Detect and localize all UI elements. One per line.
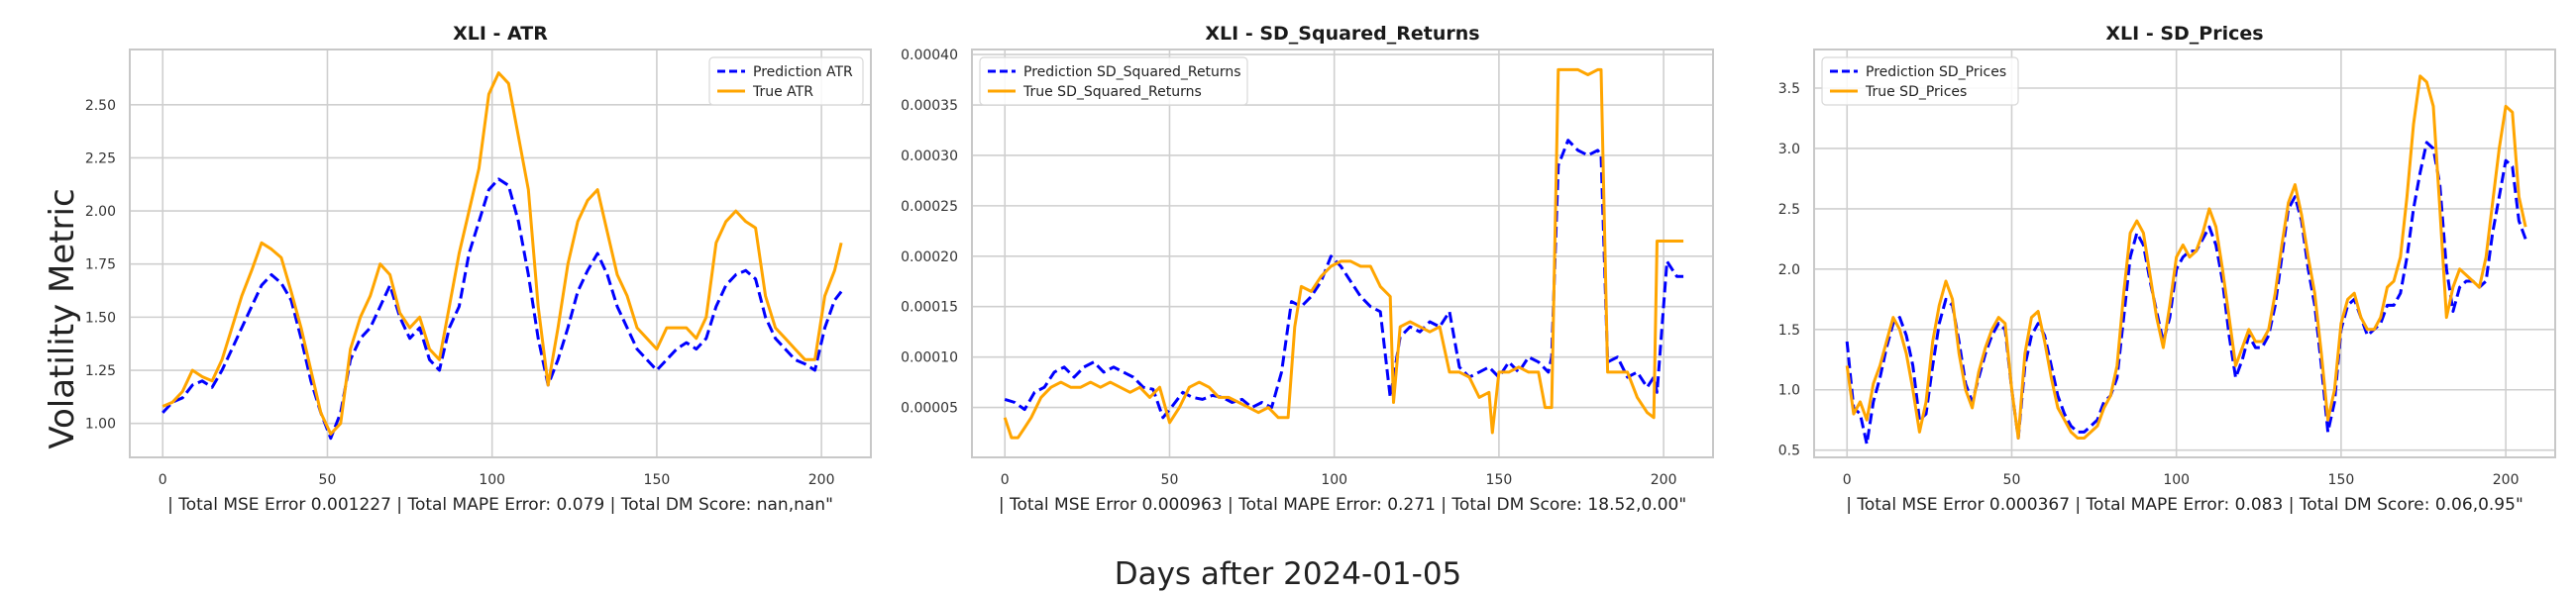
plot-frame	[971, 49, 1714, 458]
y-tick-label: 0.00020	[901, 249, 958, 265]
legend-entry: True SD_Squared_Returns	[1022, 84, 1202, 100]
x-tick-label: 0	[1843, 472, 1852, 488]
x-tick-label: 200	[808, 472, 835, 488]
true-series-line	[1003, 67, 1684, 440]
x-tick-label: 0	[159, 472, 167, 488]
chart-title: XLI - SD_Prices	[2105, 23, 2263, 45]
x-tick-label: 150	[644, 472, 671, 488]
panels: 0 50 100 150 2001.001.251.501.752.002.252.50…	[85, 23, 2556, 515]
plot-area	[972, 50, 1713, 457]
y-tick-label: 0.00030	[901, 148, 958, 164]
chart-xlabel: | Total MSE Error 0.000963 | Total MAPE …	[999, 495, 1686, 515]
legend-entry: True SD_Prices	[1865, 84, 1967, 100]
figure-ylabel: Volatility Metric	[43, 188, 82, 448]
chart-xlabel: | Total MSE Error 0.000367 | Total MAPE …	[1846, 495, 2523, 515]
y-tick-label: 1.25	[85, 363, 116, 379]
x-tick-label: 150	[2328, 472, 2355, 488]
y-tick-label: 1.00	[85, 417, 116, 433]
chart-panel-2: 0 50 100 150 200 0.00005 0.00010 0.00015 0.00020…	[901, 23, 1714, 515]
x-tick-label: 50	[319, 472, 337, 488]
legend-box	[708, 56, 864, 106]
plot-frame	[129, 49, 872, 458]
prediction-series-line	[161, 177, 843, 441]
legend-entry: True ATR	[752, 84, 813, 100]
y-tick-label: 2.0	[1778, 262, 1800, 278]
x-tick-label: 50	[2003, 472, 2021, 488]
x-tick-label: 0	[1001, 472, 1010, 488]
y-tick-label: 2.00	[85, 204, 116, 220]
legend-entry: Prediction SD_Squared_Returns	[1023, 64, 1241, 80]
y-tick-label: 0.00005	[901, 401, 958, 417]
legend-entry: Prediction ATR	[753, 64, 853, 80]
chart-panel-3: 0 50 100 150 200 0.5 1.0 1.5 2.0 2.5 3.0 3.5 XLI - S…	[1778, 23, 2556, 515]
plot-frame	[1813, 49, 2556, 458]
legend: Prediction SD_Squared_Returns True SD_Squ…	[979, 56, 1248, 106]
y-tick-label: 1.5	[1778, 323, 1800, 339]
legend-entry: Prediction SD_Prices	[1866, 64, 2006, 80]
legend-box	[979, 56, 1248, 106]
true-series-line	[161, 71, 843, 436]
y-tick-label: 1.50	[85, 310, 116, 326]
y-tick-label: 0.5	[1778, 444, 1800, 459]
chart-title: XLI - SD_Squared_Returns	[1205, 23, 1479, 45]
x-tick-label: 200	[2493, 472, 2520, 488]
y-tick-label: 3.0	[1778, 142, 1800, 157]
y-tick-label: 0.00040	[901, 48, 958, 63]
x-tick-label: 100	[2163, 472, 2190, 488]
y-tick-label: 2.25	[85, 150, 116, 166]
y-tick-label: 1.75	[85, 257, 116, 273]
y-tick-label: 2.5	[1778, 202, 1800, 218]
chart-xlabel: | Total MSE Error 0.001227 | Total MAPE …	[167, 495, 833, 515]
true-series-line	[1845, 74, 2527, 440]
y-tick-label: 0.00015	[901, 300, 958, 316]
legend: Prediction SD_Prices True SD_Prices	[1821, 56, 2019, 106]
chart-panel-1: 0 50 100 150 200 1.00 1.25 1.50 1.75 2.00 2.25 2.50…	[85, 23, 872, 515]
x-tick-label: 100	[1321, 472, 1347, 488]
x-tick-label: 200	[1651, 472, 1677, 488]
y-tick-label: 0.00035	[901, 98, 958, 114]
legend-box	[1821, 56, 2019, 106]
x-tick-label: 150	[1486, 472, 1513, 488]
x-tick-label: 50	[1161, 472, 1179, 488]
plot-area	[130, 50, 871, 457]
figure-xlabel: Days after 2024-01-05	[1115, 556, 1462, 592]
y-tick-label: 1.0	[1778, 383, 1800, 399]
y-tick-label: 3.5	[1778, 81, 1800, 97]
x-tick-label: 100	[479, 472, 505, 488]
y-tick-label: 0.00025	[901, 199, 958, 215]
legend: Prediction ATR True ATR	[708, 56, 864, 106]
chart-title: XLI - ATR	[453, 23, 548, 45]
y-tick-label: 0.00010	[901, 350, 958, 366]
y-tick-label: 2.50	[85, 98, 116, 114]
